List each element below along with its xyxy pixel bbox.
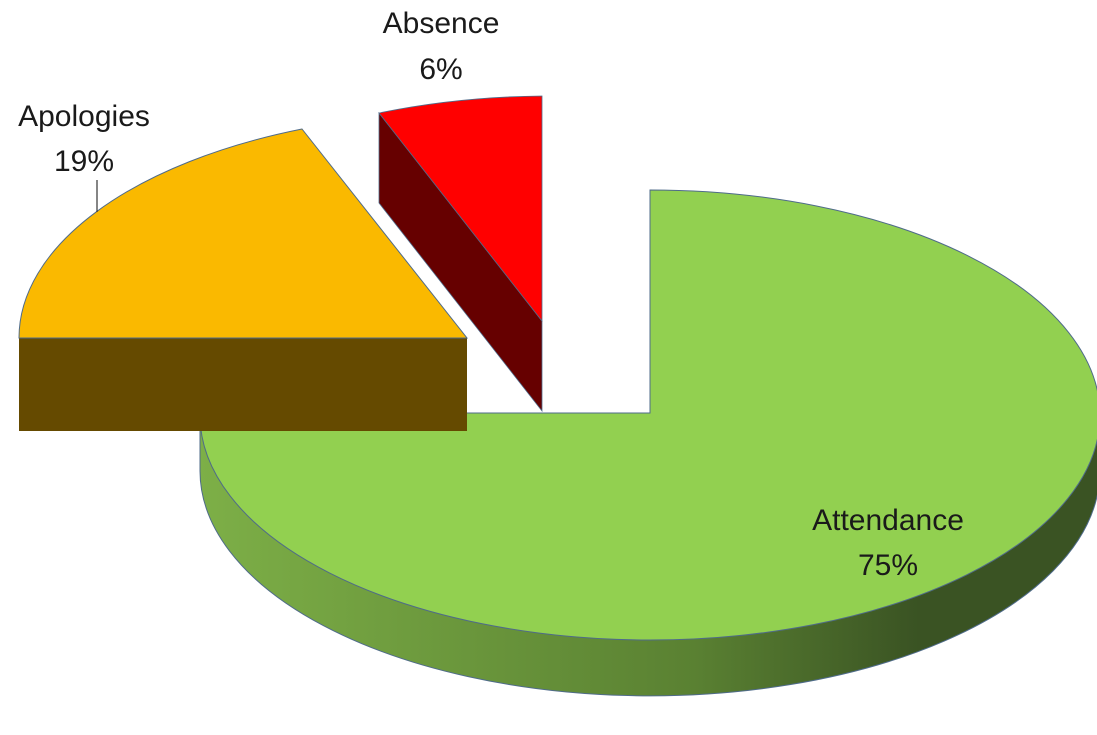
slice-attendance: [199, 189, 1097, 697]
label-attendance-name: Attendance: [812, 504, 964, 537]
label-attendance-value: 75%: [858, 549, 918, 582]
label-absence-value: 6%: [419, 53, 462, 86]
slice-attendance-top: [199, 189, 1097, 641]
slice-absence: [378, 95, 543, 413]
label-absence-name: Absence: [383, 7, 500, 40]
slice-absence-top: [378, 95, 543, 323]
label-apologies-name: Apologies: [18, 100, 150, 133]
label-apologies-value: 19%: [54, 145, 114, 178]
slice-apologies-side: [19, 338, 467, 431]
slice-apologies: [18, 128, 469, 431]
